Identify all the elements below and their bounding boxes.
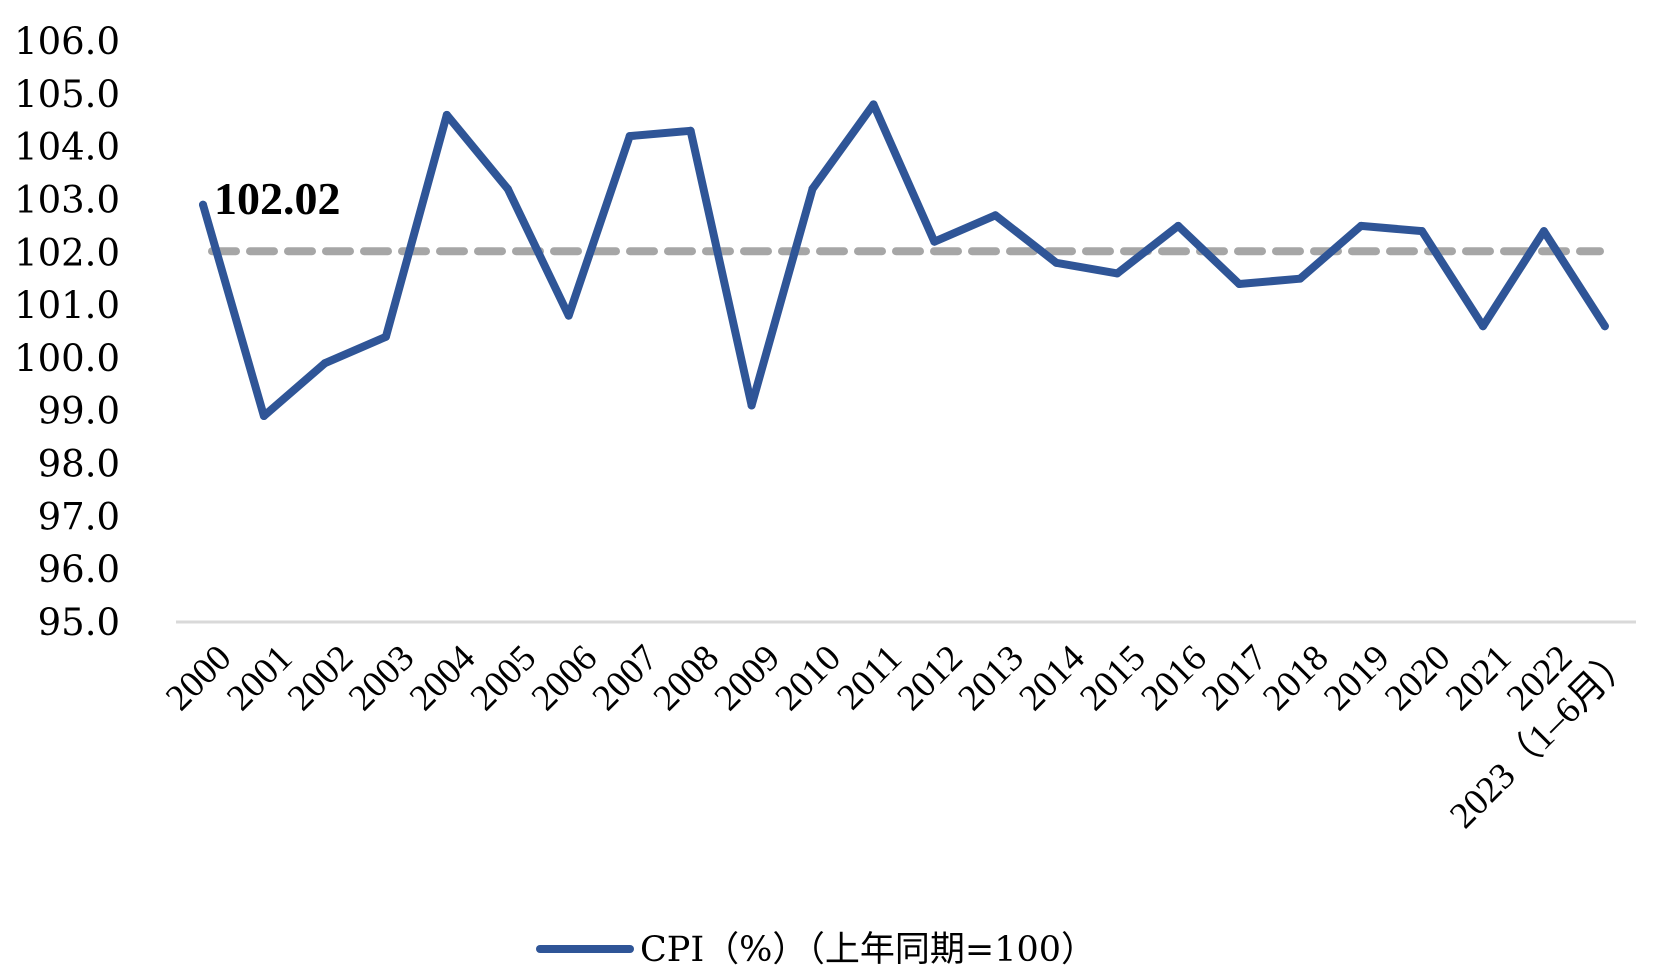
y-tick-label: 101.0 xyxy=(14,284,120,327)
data-point-2002 xyxy=(320,359,329,368)
y-tick-label: 102.0 xyxy=(14,231,120,274)
data-point-2000 xyxy=(199,200,207,209)
data-point-2004 xyxy=(442,110,451,119)
average-value-label: 102.02 xyxy=(214,173,341,224)
x-tick-label: 2004 xyxy=(402,637,483,718)
x-tick-label: 2003 xyxy=(341,637,422,718)
x-tick-label: 2016 xyxy=(1133,637,1214,718)
data-point-2008 xyxy=(686,126,695,135)
x-tick-label: 2011 xyxy=(830,637,910,717)
x-tick-label: 2014 xyxy=(1011,637,1092,718)
data-point-2010 xyxy=(808,184,817,193)
x-tick-label: 2013 xyxy=(950,637,1031,718)
x-axis-labels: 2000200120022003200420052006200720082009… xyxy=(158,637,1641,836)
y-tick-label: 95.0 xyxy=(38,601,120,644)
data-point-2019 xyxy=(1357,221,1366,230)
y-tick-label: 99.0 xyxy=(38,390,120,433)
y-tick-label: 105.0 xyxy=(14,73,120,116)
y-tick-label: 97.0 xyxy=(38,495,120,538)
data-point-2012 xyxy=(930,237,939,246)
data-point-2009 xyxy=(747,401,756,410)
data-point-2016 xyxy=(1174,221,1183,230)
x-tick-label: 2006 xyxy=(524,637,605,718)
legend-label-cpi: CPI（%）（上年同期=100） xyxy=(640,930,1096,970)
data-point-2017 xyxy=(1235,279,1244,288)
y-tick-label: 106.0 xyxy=(14,20,120,63)
data-point-2006 xyxy=(564,311,573,320)
data-point-2020 xyxy=(1418,227,1426,236)
x-tick-label: 2015 xyxy=(1072,637,1153,718)
data-point-2014 xyxy=(1052,258,1061,267)
data-point-2003 xyxy=(381,332,390,341)
x-tick-label: 2010 xyxy=(768,637,849,718)
x-tick-label: 2019 xyxy=(1316,637,1397,718)
data-point-2011 xyxy=(869,100,878,109)
data-point-2007 xyxy=(625,132,634,141)
data-point-2022 xyxy=(1539,227,1548,236)
y-tick-label: 96.0 xyxy=(38,548,120,591)
data-point-2001 xyxy=(259,412,268,421)
series-group xyxy=(199,100,1609,421)
x-tick-label: 2000 xyxy=(158,637,239,718)
y-tick-label: 104.0 xyxy=(14,126,120,169)
y-axis-labels: 95.0 96.0 97.0 98.0 99.0 100.0 101.0 102.0 103.0… xyxy=(14,20,120,644)
data-point-2005 xyxy=(503,184,512,193)
data-point-2015 xyxy=(1113,269,1122,278)
data-point-2023 xyxy=(1600,322,1609,331)
x-tick-label: 2009 xyxy=(707,637,788,718)
x-tick-label: 2005 xyxy=(463,637,544,718)
x-tick-label: 2012 xyxy=(890,637,971,718)
y-tick-label: 103.0 xyxy=(14,178,120,221)
x-tick-label: 2017 xyxy=(1194,637,1275,718)
x-tick-label: 2007 xyxy=(585,637,666,718)
data-point-2021 xyxy=(1478,322,1487,331)
y-tick-label: 100.0 xyxy=(14,337,120,380)
data-point-2013 xyxy=(991,211,1000,220)
y-tick-label: 98.0 xyxy=(38,443,120,486)
x-tick-label: 2002 xyxy=(280,637,361,718)
x-tick-label: 2020 xyxy=(1377,637,1458,718)
legend: CPI（%）（上年同期=100） xyxy=(536,930,1096,970)
data-point-2018 xyxy=(1296,274,1305,283)
x-tick-label: 2021 xyxy=(1438,637,1519,718)
x-tick-label: 2018 xyxy=(1255,637,1336,718)
series-line-cpi xyxy=(199,100,1609,420)
x-tick-label: 2008 xyxy=(646,637,727,718)
x-tick-label: 2001 xyxy=(219,637,300,718)
